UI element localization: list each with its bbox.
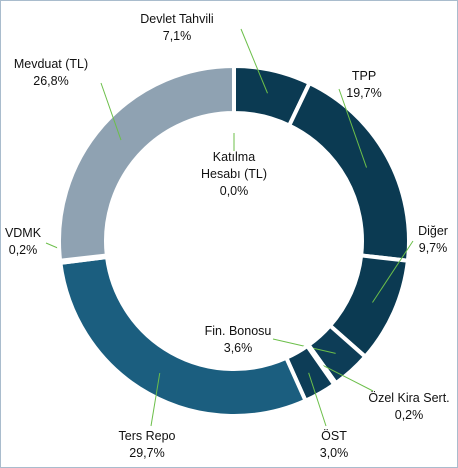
value-label: 9,7% [418, 241, 448, 255]
category-name: Fin. Bonosu [204, 324, 272, 338]
category-name: Katılma Hesabı (TL) [201, 150, 267, 181]
data-label: Fin. Bonosu 3,6% [188, 323, 288, 357]
category-name: TPP [351, 69, 377, 83]
leader-line [372, 240, 414, 303]
leader-line [100, 82, 122, 141]
leader-line [321, 364, 374, 392]
category-name: Diğer [418, 224, 448, 238]
value-label: 19,7% [346, 86, 382, 100]
value-label: 29,7% [129, 446, 165, 460]
category-name: Ters Repo [118, 429, 176, 443]
leader-line [150, 372, 161, 427]
category-name: VDMK [4, 226, 42, 240]
data-label: Katılma Hesabı (TL) 0,0% [194, 149, 274, 200]
category-name: ÖST [321, 429, 347, 443]
category-name: Özel Kira Sert. [368, 391, 450, 405]
data-label: Mevduat (TL) 26,8% [1, 56, 101, 90]
data-label: Özel Kira Sert. 0,2% [354, 390, 458, 424]
data-label: Devlet Tahvili 7,1% [117, 11, 237, 45]
category-name: Mevduat (TL) [13, 57, 89, 71]
donut-segment [57, 63, 236, 263]
donut-segment [286, 80, 411, 263]
data-label: ÖST 3,0% [304, 428, 364, 462]
leader-line [240, 28, 268, 94]
leader-line [338, 88, 368, 168]
value-label: 0,2% [394, 408, 424, 422]
value-label: 0,2% [8, 243, 38, 257]
value-label: 3,0% [319, 446, 349, 460]
value-label: 3,6% [223, 341, 253, 355]
data-label: TPP 19,7% [324, 68, 404, 102]
category-name: Devlet Tahvili [140, 12, 214, 26]
value-label: 7,1% [162, 29, 192, 43]
data-label: VDMK 0,2% [0, 225, 48, 259]
data-label: Diğer 9,7% [403, 223, 458, 257]
data-label: Ters Repo 29,7% [102, 428, 192, 462]
leader-line [308, 372, 327, 427]
value-label: 26,8% [33, 74, 69, 88]
value-label: 0,0% [219, 184, 249, 198]
